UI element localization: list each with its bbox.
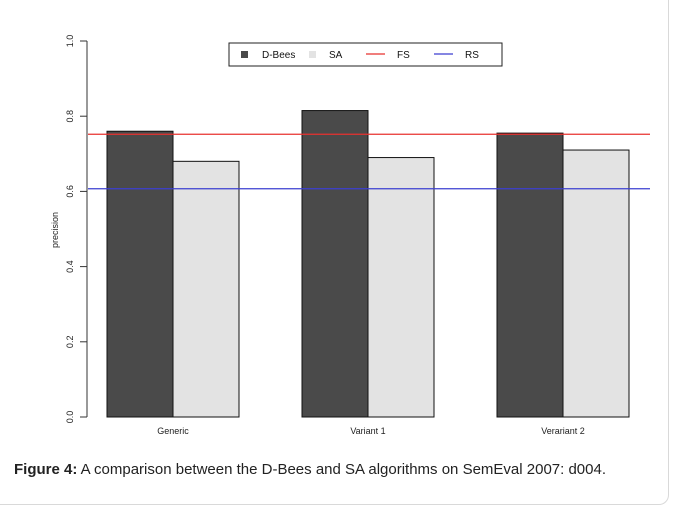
bar-d-bees [106, 130, 174, 418]
y-tick-label: 1.0 [65, 35, 75, 48]
y-tick-label: 0.6 [65, 185, 75, 198]
y-tick-label: 0.8 [65, 110, 75, 123]
legend-swatch-d-bees [241, 51, 248, 58]
y-tick-label: 0.0 [65, 411, 75, 424]
x-tick-label: Verariant 2 [541, 426, 585, 436]
bar-d-bees [301, 110, 369, 418]
legend-label-fs: FS [397, 50, 410, 61]
legend-swatch-sa [309, 51, 316, 58]
legend-label-sa: SA [329, 50, 343, 61]
bar-sa [562, 149, 630, 418]
legend-box [228, 42, 503, 67]
caption-label: Figure 4: [14, 461, 78, 478]
y-tick-label: 0.4 [65, 260, 75, 273]
legend-label-rs: RS [465, 50, 479, 61]
bar-chart: 0.0 0.2 0.4 0.6 0.8 1.0 precision Generic Varian… [50, 35, 650, 436]
bar-sa [172, 160, 240, 418]
y-tick-label: 0.2 [65, 336, 75, 349]
y-axis-label: precision [50, 212, 60, 248]
figure-caption: Figure 4: A comparison between the D-Bee… [14, 460, 664, 479]
bar-sa [367, 157, 435, 418]
legend-label-d-bees: D-Bees [262, 50, 295, 61]
x-tick-label: Variant 1 [350, 426, 385, 436]
x-tick-label: Generic [157, 426, 189, 436]
caption-text: A comparison between the D-Bees and SA a… [77, 461, 606, 478]
bar-d-bees [496, 132, 564, 418]
figure-frame [0, 0, 669, 505]
